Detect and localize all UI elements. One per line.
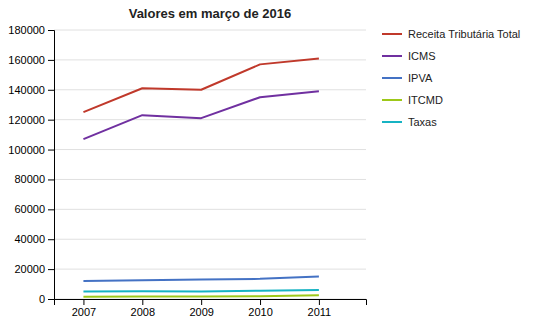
y-tick-mark (48, 239, 54, 240)
chart: 2007 2008 2009 2010 2011 0 20000 40000 60000 8000… (0, 0, 541, 327)
x-tick-mark (201, 299, 202, 305)
y-tick-label: 40000 (14, 233, 45, 245)
legend-swatch (382, 55, 402, 57)
x-tick: 2008 (131, 299, 155, 318)
legend-item: IPVA (382, 72, 433, 84)
y-tick: 20000 (14, 263, 54, 275)
legend-label: Taxas (408, 116, 437, 128)
y-axis: 0 20000 40000 60000 80000 100000 120000 140000 1… (8, 24, 54, 305)
legend-item: Taxas (382, 116, 437, 128)
x-tick-mark (142, 299, 143, 305)
y-tick: 140000 (8, 84, 54, 96)
x-tick-label: 2008 (131, 306, 155, 318)
x-axis-line (55, 300, 367, 306)
legend-label: ICMS (408, 50, 436, 62)
y-tick-mark (48, 269, 54, 270)
y-tick-mark (48, 120, 54, 121)
series-line (83, 295, 318, 296)
y-tick: 80000 (14, 173, 54, 185)
grid-line (54, 89, 366, 90)
y-tick-label: 180000 (8, 24, 45, 36)
x-tick-label: 2010 (248, 306, 272, 318)
legend-swatch (382, 77, 402, 79)
series-line (83, 91, 318, 139)
grid (54, 30, 366, 299)
x-axis: 2007 2008 2009 2010 2011 (55, 299, 367, 318)
x-tick-mark (260, 299, 261, 305)
legend-label: IPVA (408, 72, 433, 84)
series-line (83, 277, 318, 281)
y-tick-label: 80000 (14, 173, 45, 185)
y-tick-label: 140000 (8, 84, 45, 96)
y-tick-label: 120000 (8, 114, 45, 126)
grid-line (54, 179, 366, 180)
x-tick: 2007 (72, 299, 96, 318)
y-tick-mark (48, 299, 54, 300)
x-tick-mark (83, 299, 84, 305)
legend-swatch (382, 33, 402, 35)
y-tick-mark (48, 30, 54, 31)
y-tick-label: 100000 (8, 144, 45, 156)
y-axis-line (48, 31, 55, 300)
grid-line (54, 149, 366, 150)
plot-area (83, 58, 318, 296)
y-tick: 40000 (14, 233, 54, 245)
grid-line (54, 209, 366, 210)
y-tick-mark (48, 60, 54, 61)
y-tick-mark (48, 150, 54, 151)
x-tick: 2010 (248, 299, 272, 318)
grid-line (54, 119, 366, 120)
grid-line (54, 269, 366, 270)
legend: Receita Tributária Total ICMS IPVA ITCMD Tax… (382, 28, 520, 128)
y-tick-mark (48, 179, 54, 180)
y-tick-label: 0 (39, 293, 45, 305)
y-tick-mark (48, 90, 54, 91)
series-line (83, 58, 318, 112)
y-tick: 60000 (14, 203, 54, 215)
x-tick: 2011 (308, 299, 332, 318)
legend-item: Receita Tributária Total (382, 28, 520, 40)
grid-line (54, 239, 366, 240)
x-tick-mark (319, 299, 320, 305)
y-tick: 120000 (8, 114, 54, 126)
series-line (83, 290, 318, 291)
legend-swatch (382, 121, 402, 123)
grid-line (54, 59, 366, 60)
y-tick-mark (48, 209, 54, 210)
y-tick-label: 160000 (8, 54, 45, 66)
grid-line (54, 30, 366, 31)
x-tick-label: 2007 (72, 306, 96, 318)
legend-swatch (382, 99, 402, 101)
x-tick: 2009 (189, 299, 213, 318)
x-tick-label: 2011 (308, 306, 332, 318)
title: Valores em março de 2016 (129, 6, 292, 21)
y-tick: 180000 (8, 24, 54, 36)
y-tick: 0 (39, 293, 54, 305)
y-tick: 100000 (8, 144, 54, 156)
y-tick-label: 60000 (14, 203, 45, 215)
x-tick-label: 2009 (189, 306, 213, 318)
legend-label: Receita Tributária Total (408, 28, 520, 40)
y-tick-label: 20000 (14, 263, 45, 275)
y-tick: 160000 (8, 54, 54, 66)
legend-label: ITCMD (408, 94, 443, 106)
legend-item: ICMS (382, 50, 436, 62)
legend-item: ITCMD (382, 94, 443, 106)
